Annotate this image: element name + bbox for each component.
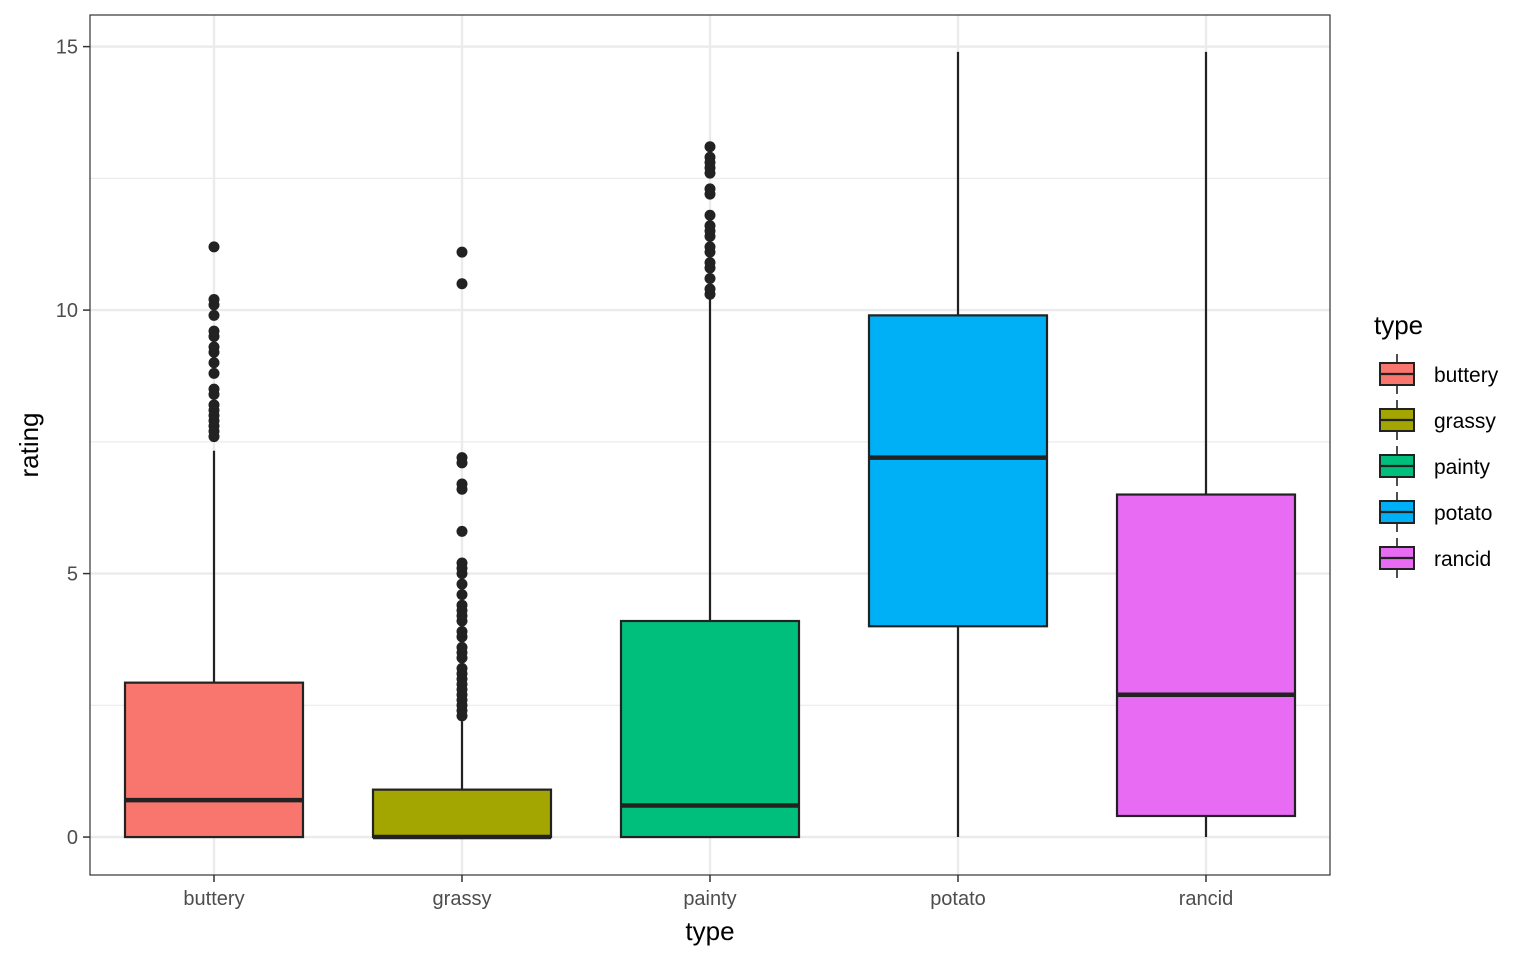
x-tick-label: potato: [930, 888, 986, 910]
outlier-point: [208, 325, 220, 337]
outlier-point: [208, 241, 220, 253]
y-tick-label: 5: [67, 564, 78, 586]
x-tick-label: grassy: [433, 888, 492, 910]
outlier-point: [704, 257, 716, 269]
outlier-point: [208, 357, 220, 369]
outlier-point: [704, 209, 716, 221]
legend-item-potato: potato: [1379, 492, 1492, 532]
legend: type buttery grassy painty potato rancid: [1374, 310, 1499, 578]
iqr-box: [867, 314, 1049, 628]
outlier-point: [704, 151, 716, 163]
legend-item-grassy: grassy: [1379, 400, 1496, 440]
box-rancid: [1115, 51, 1297, 838]
y-axis-title: rating: [14, 412, 44, 477]
legend-item-painty: painty: [1379, 446, 1491, 486]
legend-title: type: [1374, 310, 1423, 340]
box-buttery: [123, 241, 305, 839]
outlier-point: [456, 589, 468, 601]
iqr-box: [1115, 493, 1297, 818]
outlier-point: [456, 478, 468, 490]
outlier-point: [704, 183, 716, 195]
y-tick-label: 10: [56, 300, 78, 322]
outlier-point: [208, 341, 220, 353]
outlier-point: [704, 220, 716, 232]
x-tick-label: buttery: [183, 888, 244, 910]
outlier-point: [456, 557, 468, 569]
iqr-box: [619, 619, 801, 839]
outlier-point: [456, 626, 468, 638]
outlier-point: [208, 367, 220, 379]
outlier-point: [456, 599, 468, 611]
y-tick-label: 0: [67, 827, 78, 849]
outlier-point: [704, 241, 716, 253]
legend-item-buttery: buttery: [1379, 354, 1499, 394]
legend-label: rancid: [1434, 548, 1491, 571]
iqr-box: [371, 788, 553, 839]
x-tick-label: rancid: [1179, 888, 1233, 910]
outlier-point: [704, 141, 716, 153]
x-tick-label: painty: [683, 888, 736, 910]
outlier-point: [208, 309, 220, 321]
outlier-point: [704, 283, 716, 295]
box-potato: [867, 51, 1049, 838]
legend-item-rancid: rancid: [1379, 538, 1491, 578]
box-layer: [123, 51, 1297, 840]
outlier-point: [456, 578, 468, 590]
outlier-point: [208, 294, 220, 306]
box-painty: [619, 141, 801, 839]
outlier-point: [456, 525, 468, 537]
axis-layer: 0 5 10 15 buttery grassy painty potato rancid: [56, 37, 1233, 910]
outlier-point: [456, 641, 468, 653]
box-grassy: [371, 246, 553, 840]
outlier-point: [456, 452, 468, 464]
outlier-point: [704, 272, 716, 284]
outlier-point: [456, 246, 468, 258]
outlier-point: [456, 278, 468, 290]
outlier-point: [208, 383, 220, 395]
y-tick-label: 15: [56, 37, 78, 59]
outlier-point: [456, 662, 468, 674]
legend-label: potato: [1434, 502, 1492, 525]
outlier-point: [208, 399, 220, 411]
legend-label: painty: [1434, 456, 1491, 479]
legend-label: buttery: [1434, 364, 1499, 387]
iqr-box: [123, 681, 305, 839]
x-axis-title: type: [685, 916, 734, 946]
legend-label: grassy: [1434, 410, 1496, 433]
